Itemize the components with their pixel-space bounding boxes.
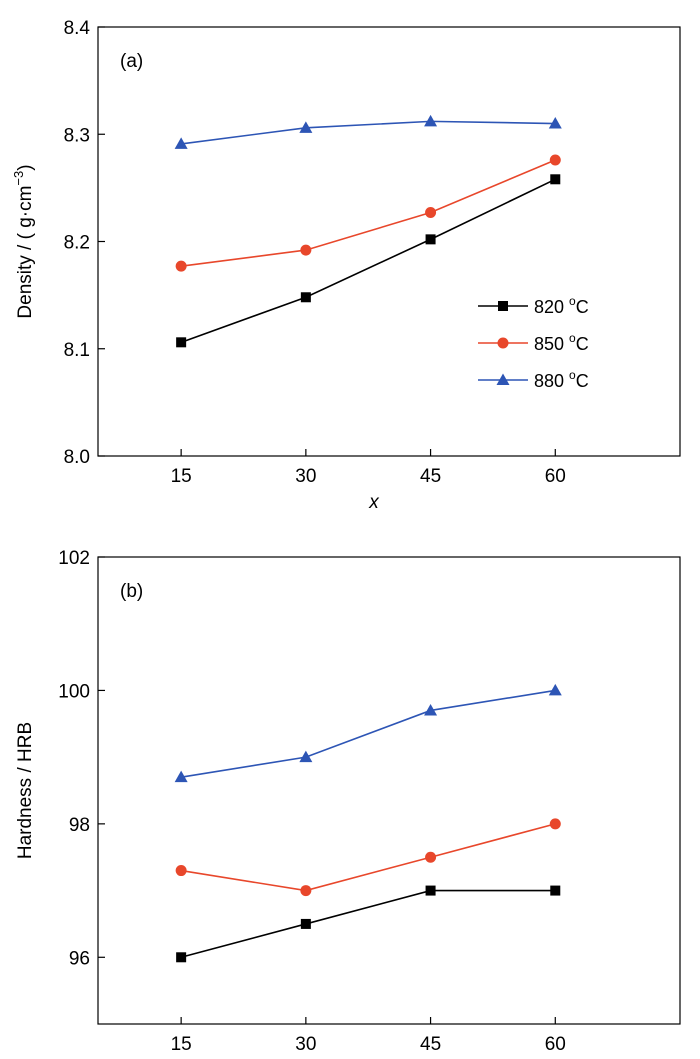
x-tick-label: 30	[295, 466, 316, 487]
marker-triangle	[174, 137, 188, 149]
marker-circle	[497, 337, 509, 349]
y-tick-label: 8.2	[64, 233, 90, 254]
marker-square	[550, 885, 561, 896]
y-axis-title: Density / ( g·cm−3)	[11, 164, 36, 318]
marker-circle	[300, 244, 312, 256]
y-tick-label: 100	[58, 681, 90, 702]
x-axis-title: x	[368, 492, 380, 513]
x-tick-label: 30	[295, 1034, 316, 1054]
y-tick-label: 98	[69, 815, 90, 836]
y-axis-title: Hardness / HRB	[15, 722, 36, 859]
x-tick-label: 45	[420, 1034, 441, 1054]
y-tick-label: 8.0	[64, 447, 90, 468]
x-tick-label: 60	[545, 466, 566, 487]
series-1	[176, 885, 561, 963]
marker-square	[550, 174, 561, 185]
marker-square	[425, 885, 436, 896]
panel-label: (b)	[120, 581, 143, 602]
marker-circle	[300, 885, 312, 897]
series-line	[180, 889, 556, 959]
marker-square	[300, 918, 311, 929]
y-tick-label: 102	[58, 548, 90, 569]
y-tick-label: 96	[69, 948, 90, 969]
marker-triangle	[496, 373, 510, 385]
series-line	[181, 120, 556, 145]
marker-triangle	[299, 121, 313, 133]
series-line	[181, 159, 556, 267]
legend-entry: 880 oC	[534, 368, 589, 391]
marker-triangle	[424, 703, 438, 716]
marker-square	[300, 292, 311, 303]
series-line	[181, 823, 556, 892]
x-tick-label: 15	[171, 466, 192, 487]
series-1	[176, 174, 561, 348]
marker-circle	[425, 207, 437, 219]
marker-circle	[175, 260, 187, 272]
marker-circle	[549, 154, 561, 166]
y-tick-label: 8.4	[64, 18, 91, 39]
marker-triangle	[548, 683, 562, 696]
y-tick-label: 8.3	[64, 125, 90, 146]
panel-label: (a)	[120, 51, 143, 72]
marker-circle	[425, 851, 437, 863]
y-tick-label: 8.1	[64, 340, 90, 361]
marker-triangle	[424, 114, 438, 127]
marker-circle	[549, 818, 561, 830]
legend-entry: 820 oC	[534, 294, 589, 317]
marker-square	[176, 337, 187, 348]
x-tick-label: 15	[171, 1034, 192, 1054]
marker-square	[425, 234, 436, 245]
series-2	[175, 818, 561, 897]
marker-triangle	[299, 750, 313, 763]
legend: 820 oC 850 oC 880 oC	[478, 294, 589, 391]
marker-square	[176, 952, 187, 963]
marker-triangle	[548, 117, 562, 129]
legend-entry: 850 oC	[534, 331, 589, 354]
series-3	[174, 114, 562, 149]
marker-square	[498, 301, 508, 311]
x-tick-label: 45	[420, 466, 441, 487]
x-tick-label: 60	[545, 1034, 566, 1054]
marker-circle	[175, 865, 187, 877]
series-3	[174, 683, 562, 783]
series-2	[175, 154, 561, 272]
plot-frame	[97, 26, 681, 457]
plot-frame	[97, 556, 681, 1025]
series-line	[181, 689, 556, 778]
marker-triangle	[174, 770, 188, 783]
panel-1: 15 30 45 60 8.0 8.1 8.2 8.3 8.4 (a) x Density / ( g…	[11, 18, 681, 513]
series-line	[180, 178, 556, 344]
